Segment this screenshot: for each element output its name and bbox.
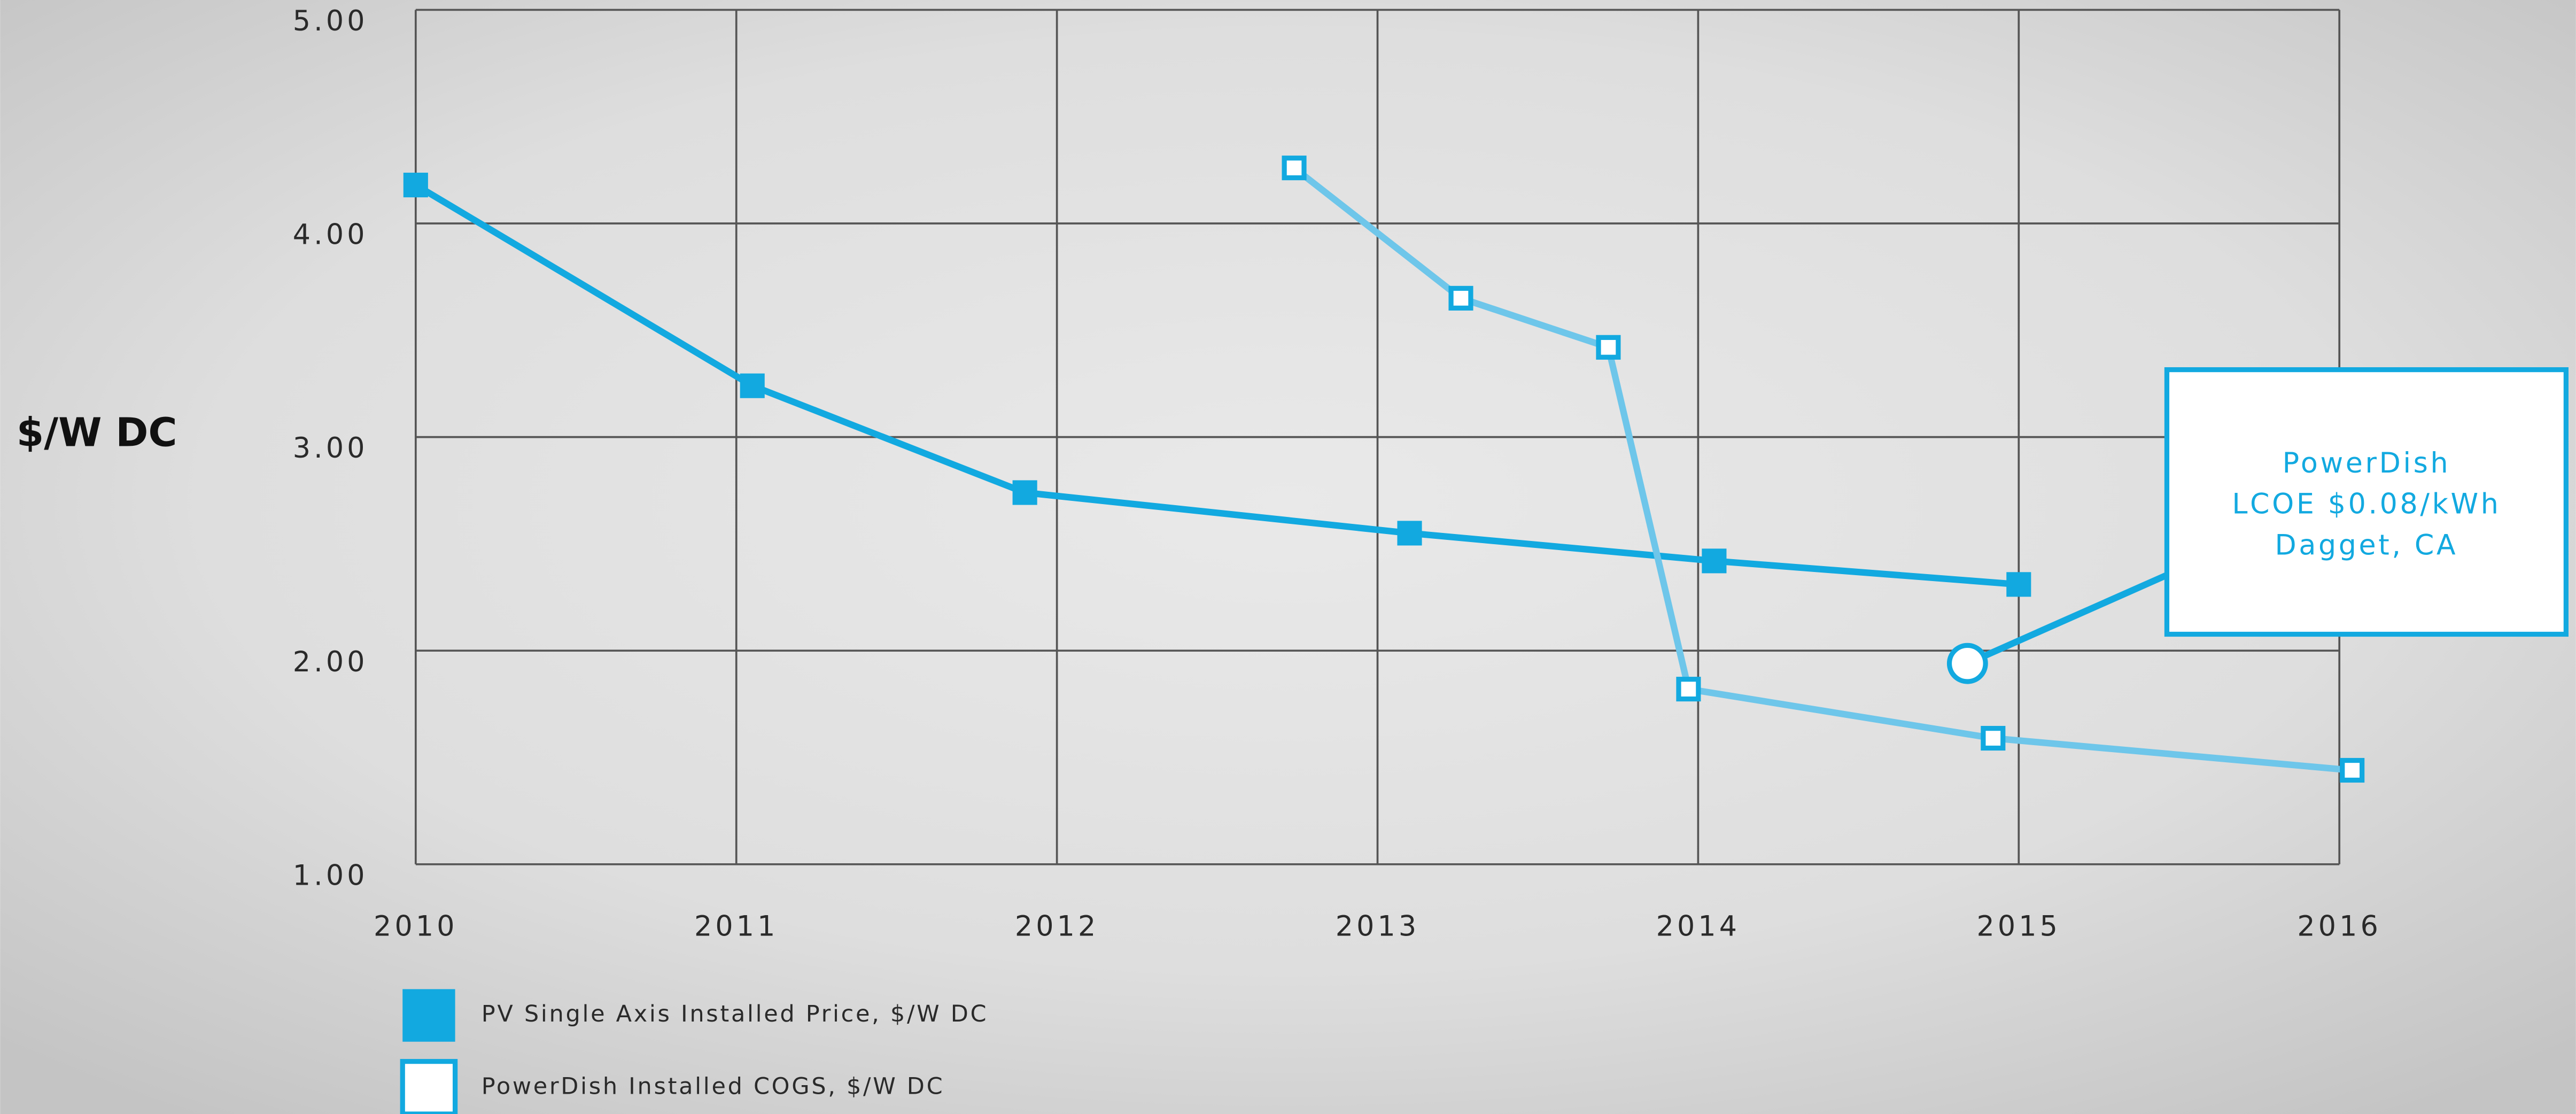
legend-swatch bbox=[402, 989, 455, 1042]
x-tick-label: 2016 bbox=[2297, 911, 2381, 943]
data-point bbox=[1448, 285, 1473, 311]
y-tick-label: 1.00 bbox=[293, 860, 368, 892]
x-tick-label: 2014 bbox=[1656, 911, 1741, 943]
x-tick-label: 2013 bbox=[1336, 911, 1420, 943]
x-tick-label: 2010 bbox=[374, 911, 458, 943]
y-axis-label: $/W DC bbox=[17, 411, 177, 456]
data-point bbox=[1397, 521, 1422, 546]
data-point bbox=[1676, 677, 1701, 702]
y-tick-label: 5.00 bbox=[293, 5, 368, 37]
data-point bbox=[1596, 335, 1621, 360]
legend-label: PV Single Axis Installed Price, $/W DC bbox=[482, 1001, 988, 1027]
annotation-box bbox=[2164, 367, 2569, 637]
annotation-text: PowerDish bbox=[2283, 447, 2451, 479]
x-tick-label: 2011 bbox=[694, 911, 779, 943]
annotation-text: LCOE $0.08/kWh bbox=[2232, 489, 2501, 521]
data-point bbox=[2006, 572, 2031, 597]
series-line bbox=[1292, 165, 2353, 774]
y-tick-label: 4.00 bbox=[293, 219, 368, 251]
y-tick-label: 2.00 bbox=[293, 646, 368, 678]
x-tick-label: 2012 bbox=[1015, 911, 1099, 943]
data-point bbox=[2340, 757, 2365, 783]
series-line bbox=[414, 182, 2019, 588]
data-point bbox=[740, 373, 765, 398]
x-tick-label: 2015 bbox=[1977, 911, 2061, 943]
data-point bbox=[1981, 725, 2006, 751]
data-point bbox=[1012, 480, 1037, 505]
y-tick-label: 3.00 bbox=[293, 432, 368, 465]
legend-swatch bbox=[400, 1059, 458, 1114]
data-point bbox=[403, 173, 428, 198]
annotation-text: Dagget, CA bbox=[2275, 530, 2458, 562]
data-point bbox=[1702, 548, 1727, 574]
data-point bbox=[1282, 156, 1307, 181]
annotation-leader bbox=[1966, 572, 2168, 667]
annotation-point bbox=[1946, 643, 1988, 684]
legend-label: PowerDish Installed COGS, $/W DC bbox=[482, 1073, 945, 1100]
